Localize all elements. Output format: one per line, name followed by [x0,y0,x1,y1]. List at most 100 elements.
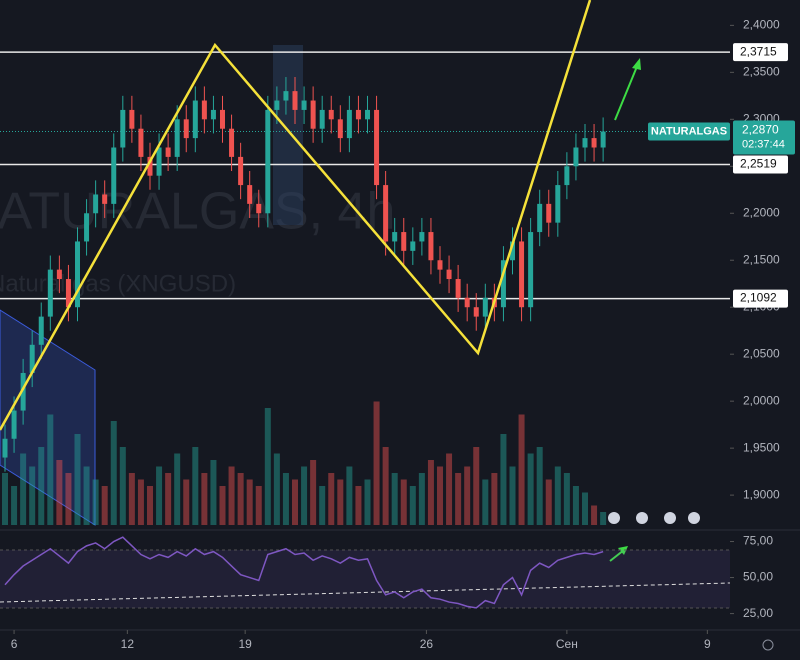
candle-body [383,185,389,242]
candle-body [111,147,117,204]
volume-bar [301,466,308,525]
candle-body [537,203,543,233]
zigzag-drawing [0,0,592,431]
volume-bar [518,414,525,525]
candle-body [165,147,171,157]
candle-body [20,372,26,411]
y-tick-label: 2,4000 [743,18,780,32]
volume-bar [337,479,344,525]
volume-bar [382,447,389,525]
candle-body [174,119,180,157]
watermark: NATURALGAS, 4h Natural gas (XNGUSD) [0,183,395,298]
volume-bar [282,473,289,525]
candle-body [65,279,71,308]
volume-bar [20,453,27,525]
candle-body [210,109,216,120]
candle-body [573,147,579,167]
volume-bar [591,505,598,525]
symbol-box [648,122,730,141]
y-tick-label: 1,9000 [743,487,780,501]
volume-bar [437,466,443,525]
volume-bar [346,466,353,525]
candle-body [528,232,534,308]
candle-body [437,260,443,270]
event-icon [688,512,700,524]
volume-bar [373,401,380,525]
volume-bar [147,486,153,525]
volume-bar [545,479,552,525]
candle-body [482,297,488,317]
rsi-pane [4,536,604,609]
axes: 2,40002,35002,30002,25002,20002,15002,10… [11,18,795,651]
y-tick-label: 2,0500 [743,346,780,360]
candle-body [319,109,325,129]
y-tick-label: 2,1500 [743,252,780,266]
candle-body [220,109,225,129]
volume-bar [600,512,607,525]
candle-body [555,185,561,223]
volume-bar [554,466,561,525]
candle-body [138,128,144,157]
volume-bar [11,486,18,525]
candle-body [365,109,370,120]
candle-body [410,241,416,251]
candle-body [247,185,253,204]
volume-bar [47,414,54,525]
candle-body [11,410,17,439]
candle-body [455,279,461,298]
candle-body [29,344,35,373]
event-icon [636,512,648,524]
level-label-box [733,155,788,174]
candle-body [38,316,44,345]
volume-bar [409,486,416,525]
x-tick-label: 6 [11,637,18,651]
volume-bar [255,486,262,525]
candle-body [201,100,207,120]
trend-drawing [0,582,731,603]
x-tick-label: 9 [704,637,711,651]
volume-bar [192,447,199,525]
volume-bar [273,453,280,525]
candle-body [374,109,380,186]
candle-body [147,156,153,176]
volume-bar [446,453,453,525]
level-label-box [733,43,788,62]
last-price-label: 2,2870 [742,123,779,137]
candle-body [446,269,452,280]
settings-icon[interactable] [762,639,774,651]
countdown: 02:37:44 [742,138,785,150]
volume-bar [228,466,235,525]
candle-body [93,194,99,214]
volume-bar [210,460,217,525]
x-tick-label: Сен [556,637,578,651]
candle-body [401,232,407,251]
volume-bar [418,473,425,525]
volume-bar [400,479,407,525]
candle-body [355,109,361,120]
volume-pane [2,401,607,525]
event-icon [608,512,620,524]
x-tick-label: 19 [238,637,252,651]
y-tick-label: 1,9500 [743,440,780,454]
candle-body [301,100,307,110]
arrow-head [632,58,641,70]
volume-bar [219,486,226,525]
volume-bar [38,447,45,525]
channel-drawing [0,309,96,526]
volume-bar [391,473,398,525]
candle-body [274,100,280,110]
candles [2,77,606,472]
volume-bar [156,466,163,525]
last-price-box [733,120,795,155]
volume-bar [310,460,317,525]
candle-body [510,241,515,261]
levels [0,51,730,300]
event-icon [664,512,676,524]
volume-bar [491,473,498,525]
volume-bar [264,408,271,525]
volume-bar [582,492,588,525]
candle-body [591,138,597,148]
y-tick-label: 2,0000 [743,393,780,407]
volume-bar [201,473,208,525]
